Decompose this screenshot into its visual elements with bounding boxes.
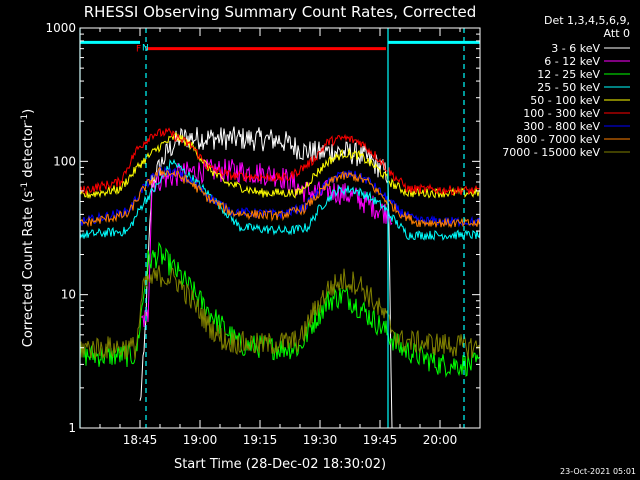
legend-label-8: 7000 - 15000 keV bbox=[502, 146, 600, 159]
legend-label-6: 300 - 800 keV bbox=[523, 120, 600, 133]
x-tick-label: 19:15 bbox=[243, 433, 278, 447]
legend-label-2: 12 - 25 keV bbox=[537, 68, 600, 81]
y-tick-label: 100 bbox=[53, 154, 76, 168]
legend-label-4: 50 - 100 keV bbox=[530, 94, 600, 107]
x-axis-label: Start Time (28-Dec-02 18:30:02) bbox=[174, 457, 386, 472]
y-tick-label: 1 bbox=[68, 421, 76, 435]
annotation-N: N bbox=[142, 43, 149, 53]
footer-timestamp: 23-Oct-2021 05:01 bbox=[560, 467, 636, 476]
x-tick-label: 19:45 bbox=[363, 433, 398, 447]
series-line-0 bbox=[139, 126, 393, 429]
legend-header-0: Det 1,3,4,5,6,9, bbox=[544, 14, 630, 27]
series-line-1 bbox=[139, 158, 393, 328]
y-axis-label-part3: ) bbox=[21, 109, 36, 114]
legend-header-1: Att 0 bbox=[604, 27, 630, 40]
x-tick-label: 20:00 bbox=[423, 433, 458, 447]
x-tick-label: 19:00 bbox=[183, 433, 218, 447]
chart-title: RHESSI Observing Summary Count Rates, Co… bbox=[84, 3, 477, 21]
y-axis-label-part1: Corrected Count Rate (s bbox=[21, 191, 36, 348]
legend-label-3: 25 - 50 keV bbox=[537, 81, 600, 94]
series-line-3 bbox=[79, 158, 481, 241]
legend-label-1: 6 - 12 keV bbox=[544, 55, 600, 68]
y-axis-label: Corrected Count Rate (s-1 detector-1) bbox=[20, 109, 36, 347]
series-line-7 bbox=[79, 166, 481, 229]
y-axis-label-sup2: -1 bbox=[20, 114, 30, 123]
legend-label-5: 100 - 300 keV bbox=[523, 107, 600, 120]
legend-label-0: 3 - 6 keV bbox=[551, 42, 600, 55]
x-tick-label: 19:30 bbox=[303, 433, 338, 447]
y-tick-label: 1000 bbox=[45, 21, 76, 35]
annotation-F: F bbox=[136, 45, 141, 55]
axes-layer: 18:45 19:00 19:15 19:30 19:45 20:00 1 10 100 1000 bbox=[45, 21, 481, 447]
series-layer bbox=[79, 126, 481, 429]
legend-label-7: 800 - 7000 keV bbox=[516, 133, 600, 146]
series-line-4 bbox=[79, 131, 481, 200]
series-line-8 bbox=[79, 265, 481, 360]
y-axis-label-sup1: -1 bbox=[20, 182, 30, 191]
series-line-5 bbox=[79, 127, 481, 196]
y-tick-label: 10 bbox=[61, 288, 76, 302]
x-tick-label: 18:45 bbox=[123, 433, 158, 447]
y-axis-label-part2: detector bbox=[21, 122, 36, 182]
